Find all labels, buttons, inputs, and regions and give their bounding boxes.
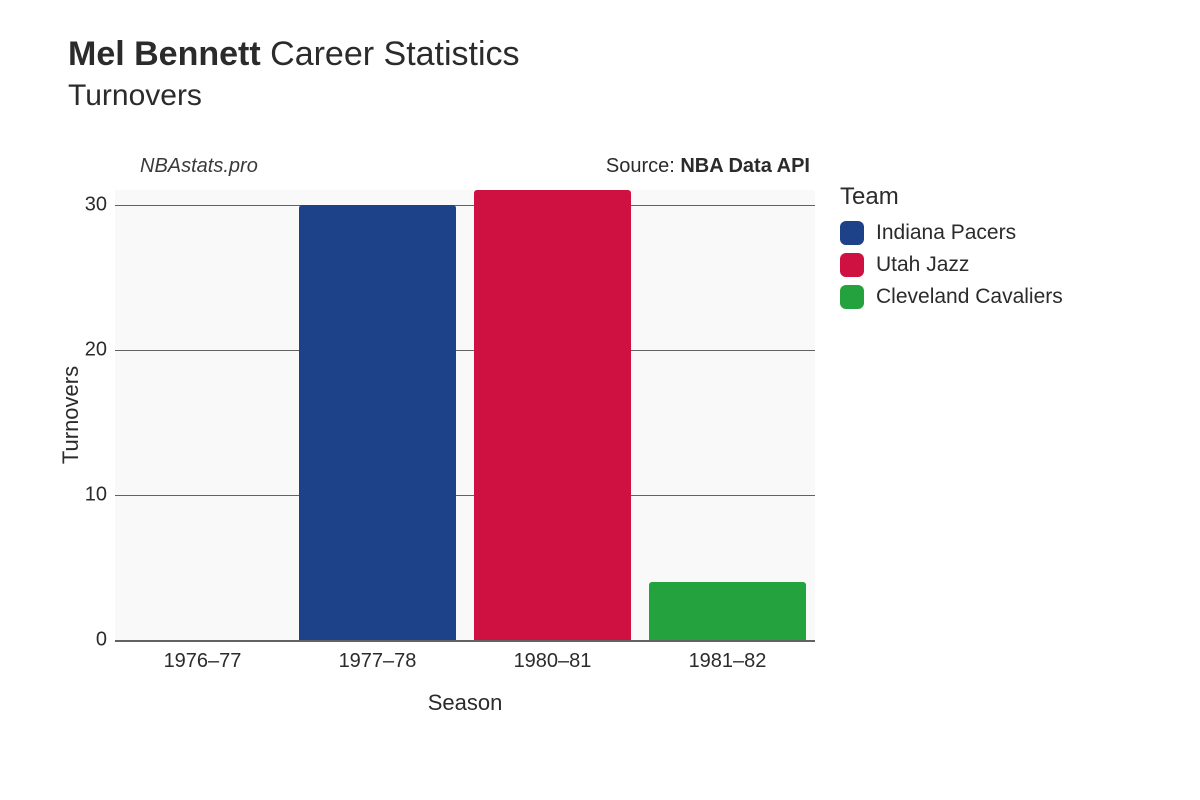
y-axis-title: Turnovers xyxy=(58,366,84,464)
title-suffix: Career Statistics xyxy=(270,35,519,73)
legend: Team Indiana Pacers Utah Jazz Cleveland Ca… xyxy=(840,183,1063,317)
legend-swatch xyxy=(840,221,864,245)
legend-label: Cleveland Cavaliers xyxy=(876,285,1063,309)
bar xyxy=(299,205,457,640)
legend-item: Indiana Pacers xyxy=(840,221,1063,245)
x-tick-label: 1976–77 xyxy=(164,650,242,673)
gridline xyxy=(115,640,815,642)
source-prefix: Source: xyxy=(606,155,680,177)
x-axis-title: Season xyxy=(428,690,503,716)
legend-label: Indiana Pacers xyxy=(876,221,1016,245)
gridline xyxy=(115,350,815,351)
source-name: NBA Data API xyxy=(680,155,810,177)
chart-title: Mel Bennett Career Statistics Turnovers xyxy=(68,34,520,113)
source-attribution: Source: NBA Data API xyxy=(606,155,810,178)
bar xyxy=(474,190,632,640)
gridline xyxy=(115,205,815,206)
metric-name: Turnovers xyxy=(68,79,520,113)
legend-swatch xyxy=(840,253,864,277)
bar xyxy=(649,582,807,640)
legend-item: Utah Jazz xyxy=(840,253,1063,277)
legend-label: Utah Jazz xyxy=(876,253,969,277)
legend-title: Team xyxy=(840,183,1063,211)
watermark: NBAstats.pro xyxy=(140,155,258,178)
x-tick-label: 1981–82 xyxy=(689,650,767,673)
legend-item: Cleveland Cavaliers xyxy=(840,285,1063,309)
x-tick-label: 1980–81 xyxy=(514,650,592,673)
y-tick-label: 30 xyxy=(72,193,107,216)
y-tick-label: 20 xyxy=(72,338,107,361)
gridline xyxy=(115,495,815,496)
legend-swatch xyxy=(840,285,864,309)
bar-chart xyxy=(115,190,815,640)
y-tick-label: 0 xyxy=(72,629,107,652)
y-tick-label: 10 xyxy=(72,483,107,506)
x-tick-label: 1977–78 xyxy=(339,650,417,673)
player-name: Mel Bennett xyxy=(68,35,261,73)
